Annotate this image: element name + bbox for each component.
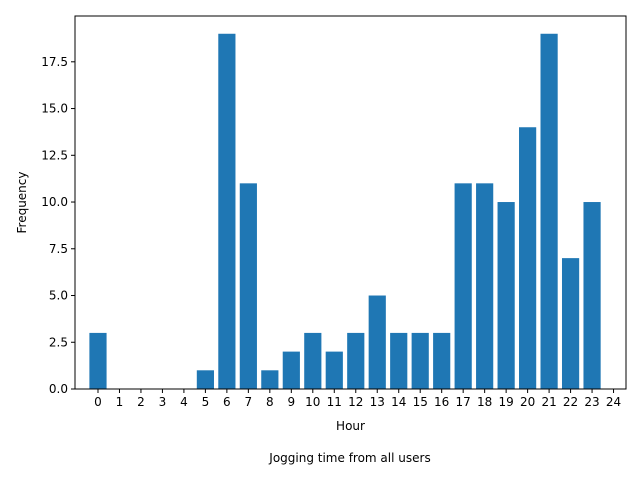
y-tick-label: 7.5 (49, 242, 68, 256)
bars-group (89, 33, 601, 390)
chart-caption: Jogging time from all users (268, 451, 430, 465)
x-tick-label: 24 (606, 395, 621, 409)
x-tick-label: 18 (477, 395, 492, 409)
y-tick-label: 2.5 (49, 335, 68, 349)
y-tick-label: 12.5 (41, 148, 68, 162)
bar-hour-6 (218, 33, 236, 390)
bar-hour-20 (519, 127, 537, 390)
x-tick-label: 9 (287, 395, 295, 409)
bar-hour-8 (261, 370, 279, 389)
y-tick-label: 10.0 (41, 195, 68, 209)
x-tick-label: 6 (223, 395, 231, 409)
x-tick-label: 10 (305, 395, 320, 409)
x-tick-label: 4 (180, 395, 188, 409)
y-tick-label: 15.0 (41, 102, 68, 116)
x-tick-label: 21 (541, 395, 556, 409)
x-tick-label: 2 (137, 395, 145, 409)
bar-hour-19 (497, 202, 515, 389)
x-tick-label: 22 (563, 395, 578, 409)
x-tick-label: 20 (520, 395, 535, 409)
x-tick-label: 0 (94, 395, 102, 409)
bar-hour-7 (239, 183, 257, 389)
x-tick-label: 16 (434, 395, 449, 409)
bar-hour-15 (411, 332, 429, 389)
x-axis-ticks: 0 1 2 3 4 5 6 7 8 9 10 11 12 13 14 15 16 17 18 19 20 21 22 23 24 (94, 389, 621, 409)
y-tick-label: 5.0 (49, 289, 68, 303)
y-tick-label: 17.5 (41, 55, 68, 69)
x-tick-label: 8 (266, 395, 274, 409)
bar-hour-16 (433, 332, 451, 389)
bar-hour-14 (390, 332, 408, 389)
x-tick-label: 19 (498, 395, 513, 409)
x-tick-label: 11 (327, 395, 342, 409)
x-axis-label: Hour (336, 419, 365, 433)
x-tick-label: 7 (245, 395, 253, 409)
bar-hour-12 (347, 332, 365, 389)
x-tick-label: 14 (391, 395, 406, 409)
bar-hour-10 (304, 332, 322, 389)
x-tick-label: 15 (413, 395, 428, 409)
bar-hour-11 (325, 351, 343, 389)
bar-hour-5 (196, 370, 214, 389)
x-tick-label: 3 (159, 395, 167, 409)
bar-hour-18 (476, 183, 494, 389)
x-tick-label: 1 (116, 395, 124, 409)
plot-frame (74, 15, 627, 390)
x-tick-label: 17 (456, 395, 471, 409)
bar-hour-13 (368, 295, 386, 389)
y-tick-label: 0.0 (49, 382, 68, 396)
x-tick-label: 13 (370, 395, 385, 409)
bar-hour-22 (561, 258, 580, 389)
bar-hour-17 (454, 183, 472, 389)
bar-hour-23 (583, 202, 601, 389)
x-tick-label: 5 (202, 395, 210, 409)
x-tick-label: 12 (348, 395, 363, 409)
bar-hour-21 (540, 33, 558, 390)
bar-hour-9 (282, 351, 300, 389)
bar-hour-0 (89, 332, 107, 389)
y-axis-label: Frequency (15, 172, 29, 234)
x-tick-label: 23 (584, 395, 599, 409)
y-axis-ticks: 0.0 2.5 5.0 7.5 10.0 12.5 15.0 17.5 (41, 55, 75, 396)
